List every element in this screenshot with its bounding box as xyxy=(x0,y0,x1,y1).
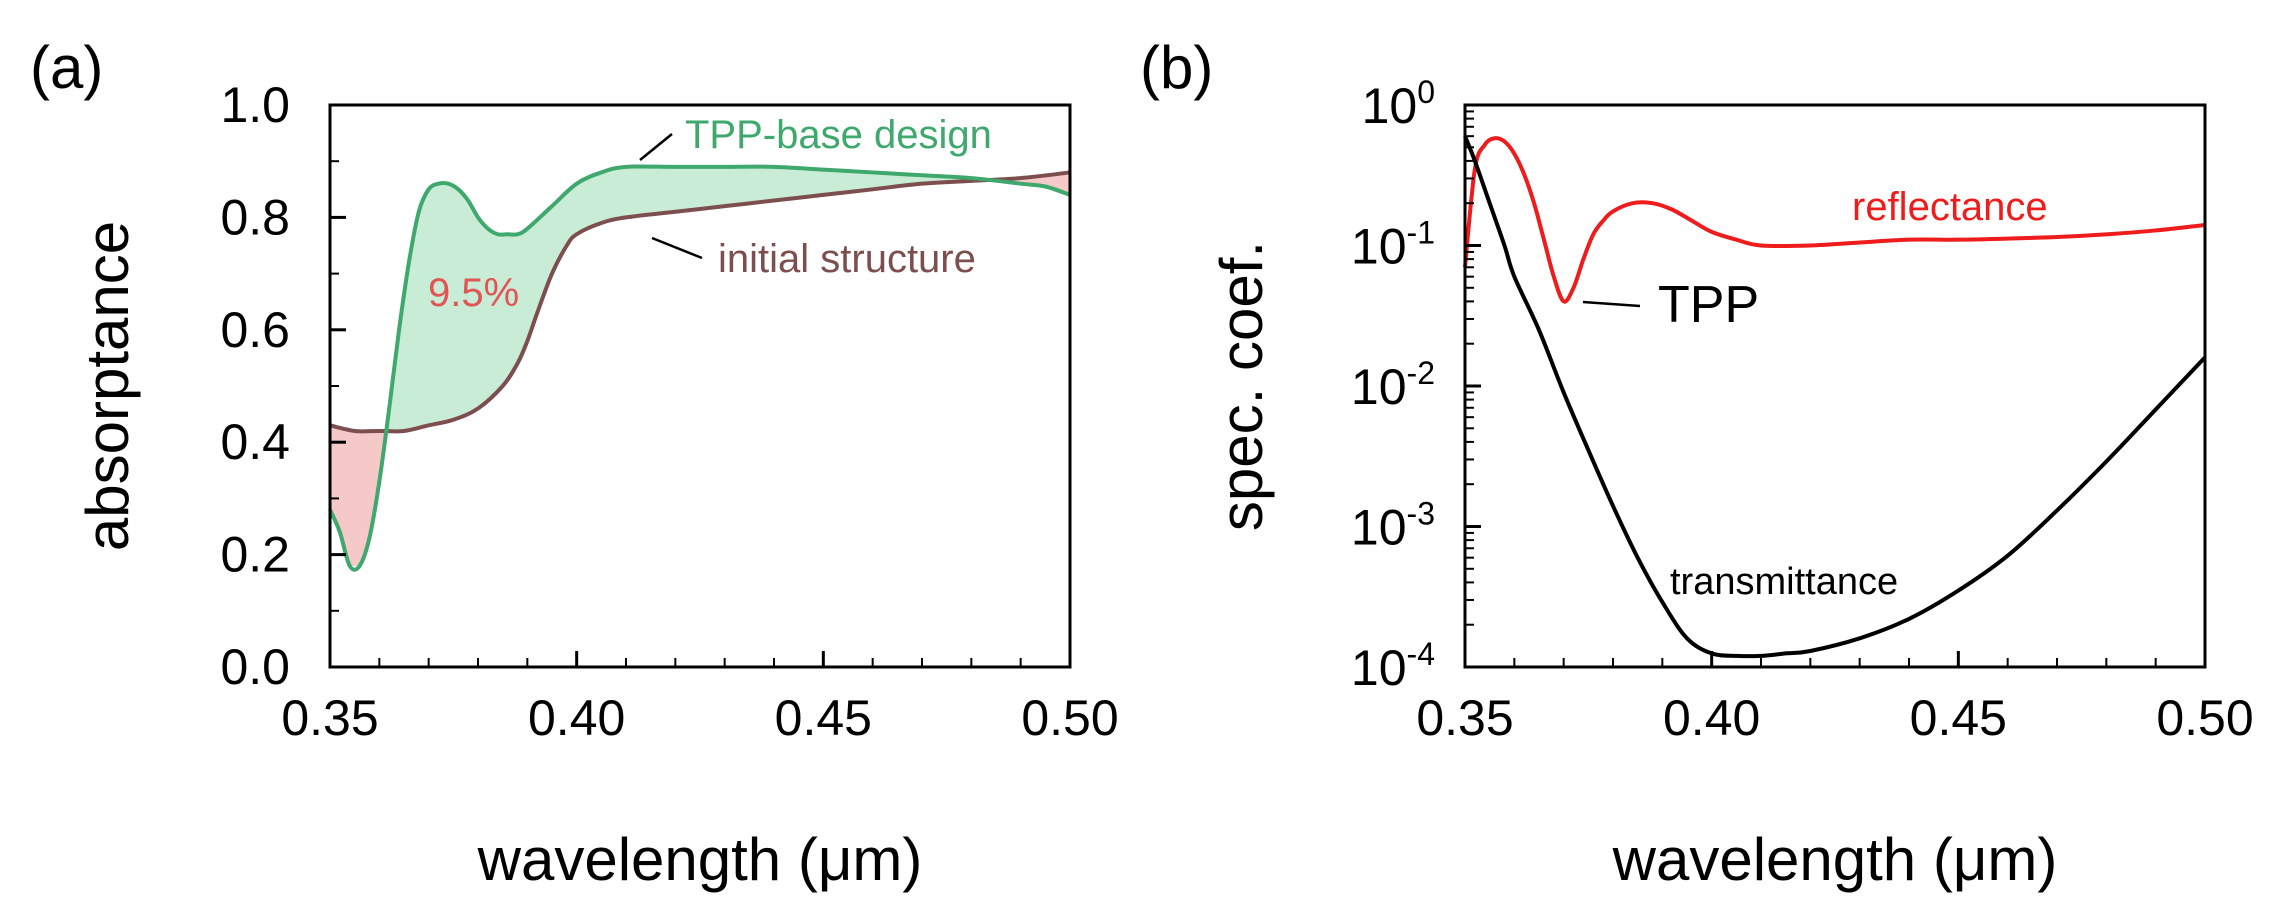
panel-a-initial-structure-leader xyxy=(651,236,703,260)
panel-a-line-tpp-base-design xyxy=(328,164,1071,572)
panel-a-y-tick-label: 0.2 xyxy=(220,527,290,583)
panel-a-x-tick-label: 0.35 xyxy=(281,690,378,746)
panel-a-y-tick-label: 0.8 xyxy=(220,189,290,245)
panel-b-x-tick-label: 0.45 xyxy=(1910,690,2007,746)
panel-a-ticks xyxy=(328,103,1072,669)
panel-b-label: (b) xyxy=(1140,34,1213,101)
panel-a-line-initial-structure xyxy=(329,170,1071,434)
panel-b-x-tick-label: 0.50 xyxy=(2156,690,2253,746)
panel-a-x-tick-label: 0.45 xyxy=(775,690,872,746)
panel-a-fill-region-1 xyxy=(386,166,987,431)
panel-a-x-tick-label: 0.50 xyxy=(1021,690,1118,746)
panel-a-y-tick-label: 0.6 xyxy=(220,302,290,358)
panel-b-tick-labels: 0.35 0.40 0.45 0.50 100 10-1 10-2 10-3 10-4 xyxy=(1351,74,2254,746)
panel-a-initial-structure-label: initial structure xyxy=(718,237,976,281)
panel-a-tpp-design-leader xyxy=(639,133,673,161)
panel-b-y-tick-label: 10-1 xyxy=(1351,215,1435,275)
panel-a-series-lines xyxy=(328,164,1071,572)
panel-b-series-lines xyxy=(1463,135,2207,659)
panel-b-x-tick-label: 0.35 xyxy=(1416,690,1513,746)
panel-b-spectral-coefficient-chart: (b) 0.35 0.40 0.45 0.5010010-110-210-310-4 … xyxy=(1140,34,2254,893)
panel-a-difference-fills xyxy=(330,166,1070,566)
panel-b-tpp-leader xyxy=(1582,300,1641,308)
panel-b-y-tick-label: 10-2 xyxy=(1351,355,1435,415)
panel-b-transmittance-label: transmittance xyxy=(1670,561,1898,603)
panel-a-x-tick-label: 0.40 xyxy=(528,690,625,746)
panel-a-y-tick-label: 0.0 xyxy=(220,639,290,695)
panel-b-y-axis-title: spec. coef. xyxy=(1208,241,1275,531)
panel-a-absorptance-chart: (a) 0.35 0.40 0.45 0.50 0.0 0.2 0.4 0.6 0.8 1.0 w… xyxy=(30,34,1119,893)
panel-b-y-tick-label: 10-4 xyxy=(1351,636,1435,696)
panel-b-y-tick-label: 100 xyxy=(1362,74,1435,134)
panel-b-line-reflectance xyxy=(1463,136,2206,304)
panel-b-x-tick-label: 0.40 xyxy=(1663,690,1760,746)
panel-a-y-tick-label: 1.0 xyxy=(220,77,290,133)
panel-b-reflectance-label: reflectance xyxy=(1852,185,2048,229)
panel-b-ticks xyxy=(1463,103,2207,669)
panel-a-y-axis-title: absorptance xyxy=(74,221,141,551)
panel-b-tpp-label: TPP xyxy=(1658,276,1759,334)
panel-a-label: (a) xyxy=(30,34,103,101)
panel-a-fill-region-0 xyxy=(330,425,385,566)
panel-a-percent-label: 9.5% xyxy=(428,271,519,315)
panel-a-y-tick-label: 0.4 xyxy=(220,414,290,470)
panel-b-line-transmittance xyxy=(1463,135,2207,659)
panel-a-tpp-design-label: TPP-base design xyxy=(685,113,992,157)
panel-a-x-axis-title: wavelength (μm) xyxy=(477,826,923,893)
panel-a-tick-labels: 0.35 0.40 0.45 0.50 0.0 0.2 0.4 0.6 0.8 1.0 xyxy=(220,77,1118,746)
panel-b-y-tick-label: 10-3 xyxy=(1351,496,1435,556)
panel-b-x-axis-title: wavelength (μm) xyxy=(1612,826,2058,893)
